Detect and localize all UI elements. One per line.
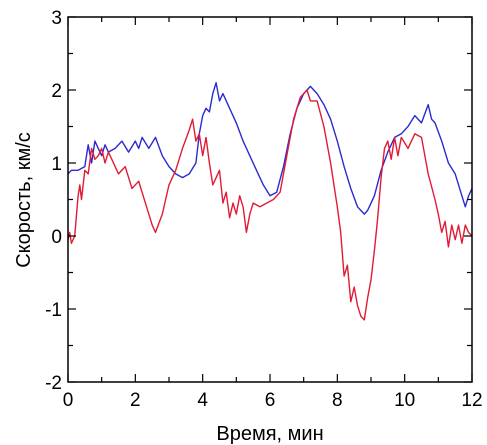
x-axis-label: Время, мин [216, 423, 323, 445]
y-tick-label: -1 [45, 300, 62, 321]
x-tick-label: 12 [461, 390, 482, 411]
ticks [67, 16, 473, 383]
y-tick-label: -2 [45, 373, 62, 394]
x-tick-label: 0 [63, 390, 74, 411]
plot-lines [67, 81, 473, 321]
series-line-1 [67, 81, 473, 215]
y-tick-label: 2 [51, 81, 62, 102]
plot-frame [67, 16, 473, 383]
x-tick-label: 6 [265, 390, 276, 411]
series-line-2 [67, 89, 473, 321]
x-tick-label: 2 [130, 390, 141, 411]
x-tick-label: 4 [197, 390, 208, 411]
x-tick-label: 10 [394, 390, 415, 411]
y-tick-label: 3 [51, 8, 62, 29]
y-axis-label: Скорость, км/с [13, 132, 35, 268]
x-tick-label: 8 [332, 390, 343, 411]
y-tick-label: 0 [51, 227, 62, 248]
y-tick-label: 1 [51, 154, 62, 175]
